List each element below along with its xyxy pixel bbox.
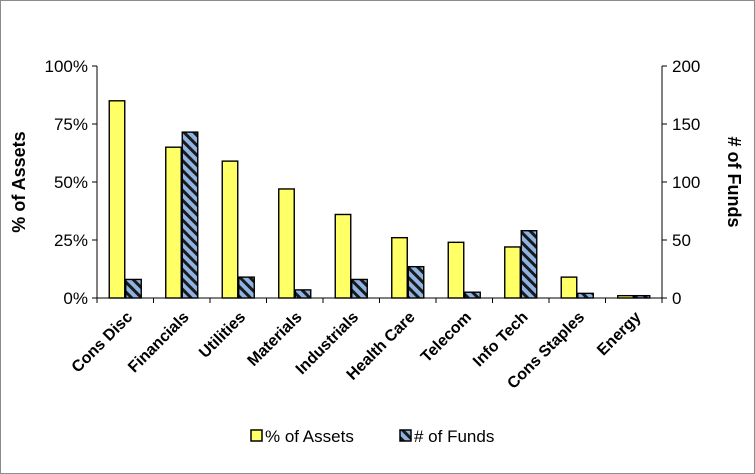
bar-assets (165, 146, 182, 299)
category-label: Info Tech (470, 309, 531, 370)
category-label: Energy (594, 309, 644, 359)
bar-funds (577, 292, 594, 299)
bar-assets (504, 246, 521, 299)
bar-funds (181, 131, 199, 299)
tick-labels: 0% 25% 50% 75% 100% 0 50 100 150 200 (45, 57, 701, 308)
y-left-tick-label: 75% (54, 115, 88, 134)
bar-assets (278, 188, 295, 299)
category-label: Utilities (196, 309, 249, 362)
y-right-tick-label: 50 (672, 231, 691, 250)
y-right-tick-label: 100 (672, 173, 700, 192)
y-right-tick-label: 200 (672, 57, 700, 76)
bar-assets (447, 241, 465, 299)
category-label: Telecom (418, 309, 475, 366)
y-axis-right-title: # of Funds (724, 137, 744, 228)
legend-label-funds: # of Funds (414, 427, 494, 446)
bar-funds (238, 276, 255, 299)
bar-funds (464, 291, 481, 299)
bar-assets (221, 160, 239, 299)
bar-assets (560, 276, 578, 299)
y-axis-left-title: % of Assets (9, 131, 29, 232)
bar-funds (407, 265, 425, 299)
bar-funds (294, 289, 312, 299)
bars (108, 100, 651, 299)
bar-funds (520, 230, 538, 299)
category-label: Financials (125, 309, 192, 376)
bar-assets (334, 213, 352, 299)
legend-swatch-funds (399, 429, 412, 442)
bar-assets (617, 294, 634, 299)
y-left-tick-label: 0% (63, 289, 88, 308)
bar-assets (391, 236, 408, 299)
y-right-tick-label: 150 (672, 115, 700, 134)
bar-funds (125, 278, 142, 299)
legend-swatch-assets (250, 429, 263, 442)
bar-funds (633, 294, 651, 299)
y-right-tick-label: 0 (672, 289, 681, 308)
legend-label-assets: % of Assets (265, 427, 354, 446)
y-left-tick-label: 50% (54, 173, 88, 192)
category-label: Materials (245, 309, 306, 370)
bar-funds (351, 278, 368, 299)
y-left-tick-label: 100% (45, 57, 88, 76)
y-left-tick-label: 25% (54, 231, 88, 250)
legend: % of Assets # of Funds (250, 427, 494, 446)
bar-assets (108, 100, 126, 299)
